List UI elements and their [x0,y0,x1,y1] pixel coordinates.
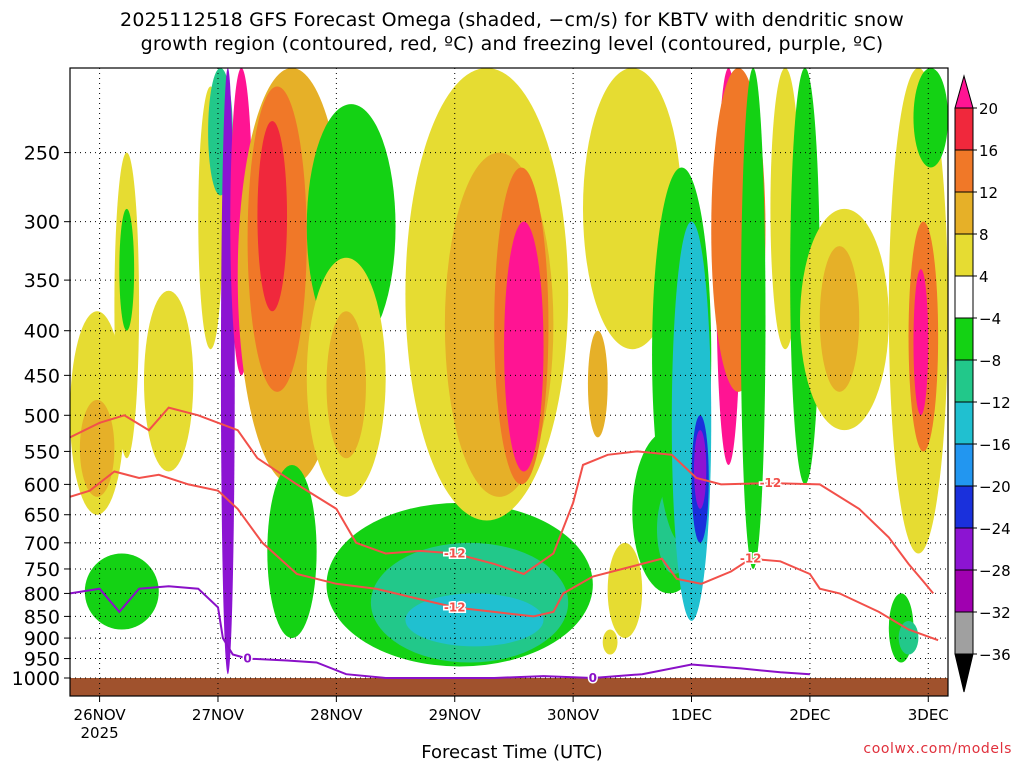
omega-region [693,430,707,509]
omega-region [607,542,643,639]
y-tick-label: 650 [24,505,60,527]
colorbar-tick-label: −4 [979,310,1001,328]
plot-frame [69,67,949,697]
colorbar-tick-label: −12 [979,394,1011,412]
y-tick-label: 600 [24,474,60,496]
y-tick-label: 500 [24,405,60,427]
colorbar-tick-label: 8 [979,226,989,244]
y-tick-label: 950 [24,649,60,671]
colorbar-tick-label: 20 [979,100,998,118]
y-tick-label: 550 [24,441,60,463]
omega-region [671,221,712,621]
x-tick-label: 3DEC [908,706,949,724]
omega-region [84,553,159,630]
colorbar-bin [954,149,974,193]
chart-title-line-2: growth region (contoured, red, ºC) and f… [140,33,884,55]
colorbar-tick-label: 16 [979,142,998,160]
omega-region [898,620,919,655]
x-tick-label: 28NOV [310,706,363,724]
colorbar-bin [954,443,974,487]
omega-region [504,221,544,472]
y-tick-label: 400 [24,321,60,343]
y-tick-label: 800 [24,583,60,605]
ground-surface [70,678,948,696]
colorbar-bin [954,317,974,361]
y-tick-label: 300 [24,212,60,234]
contour-label: -12 [444,546,466,560]
colorbar-tick-label: −8 [979,352,1001,370]
colorbar: 20 16 12 8 4 −4 −8 −12 −16 −20 −24 −28 −32 −36 [954,74,1011,693]
y-tick-label: 850 [24,606,60,628]
colorbar-tick-label: −32 [979,604,1011,622]
omega-region [143,290,194,472]
omega-region [119,208,135,331]
colorbar-arrow-bottom [954,653,974,693]
colorbar-bin [954,485,974,529]
x-tick-label: 26NOV [74,706,127,724]
colorbar-bin [954,569,974,613]
colorbar-tick-label: −24 [979,520,1011,538]
contour-label: -12 [444,600,466,614]
x-tick-sublabel: 2025 [81,724,119,742]
chart-title-line-1: 2025112518 GFS Forecast Omega (shaded, −… [120,9,904,31]
omega-region [79,399,115,497]
colorbar-bin [954,275,974,319]
x-tick-label: 2DEC [789,706,830,724]
colorbar-tick-label: −16 [979,436,1011,454]
omega-region [740,68,766,569]
x-tick-label: 1DEC [671,706,712,724]
x-tick-label: 30NOV [547,706,600,724]
dgz-contour [70,470,939,642]
colorbar-tick-label: −36 [979,646,1011,664]
colorbar-tick-label: −28 [979,562,1011,580]
contour-lines: -12 -12 -12 -12 0 0 [70,406,939,687]
y-tick-label: 700 [24,533,60,555]
x-tick-label: 27NOV [192,706,245,724]
dgz-contour [70,406,934,595]
contour-label: -12 [760,476,782,490]
colorbar-bin [954,611,974,655]
colorbar-bin [954,401,974,445]
omega-region [913,68,948,168]
omega-region [326,311,366,459]
colorbar-tick-label: 12 [979,184,998,202]
y-tick-label: 350 [24,270,60,292]
colorbar-bin [954,527,974,571]
colorbar-tick-label: −20 [979,478,1011,496]
omega-shading [70,68,948,675]
colorbar-tick-label: 4 [979,268,989,286]
omega-region [587,330,608,438]
y-tick-label: 750 [24,559,60,581]
colorbar-bin [954,233,974,277]
y-tick-label: 900 [24,628,60,650]
contour-label: 0 [589,671,597,685]
colorbar-arrow-top [954,74,974,109]
omega-region [405,593,544,647]
y-tick-label: 450 [24,365,60,387]
contour-label: 0 [243,652,251,666]
colorbar-bin [954,107,974,151]
credit-text: coolwx.com/models [863,741,1012,757]
omega-region [602,629,618,655]
omega-region [819,246,860,392]
x-axis-label: Forecast Time (UTC) [421,742,603,763]
omega-region [913,269,929,416]
freezing-level-contour [70,585,810,680]
colorbar-bin [954,359,974,403]
y-tick-label: 250 [24,143,60,165]
contour-label: -12 [740,552,762,566]
omega-region [257,120,288,312]
omega-region [267,464,317,639]
colorbar-bin [954,191,974,235]
x-tick-label: 29NOV [429,706,482,724]
y-tick-label: 1000 [12,668,60,690]
